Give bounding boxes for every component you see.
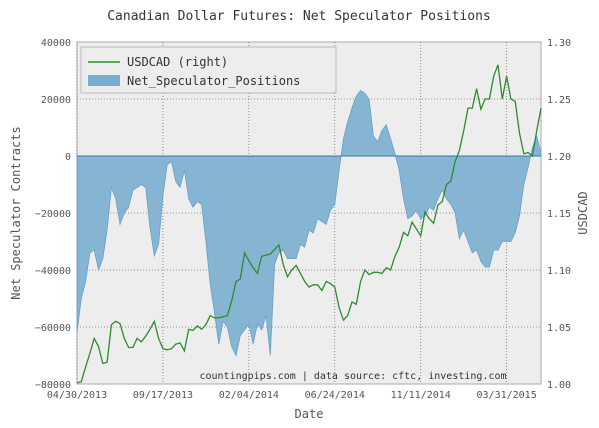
- x-tick-04-30-2013: 04/30/2013: [47, 390, 107, 401]
- usdcad-line: [76, 64, 542, 384]
- y-axis-label-right: USDCAD: [576, 191, 590, 234]
- y-right-tick-1-05: 1.05: [547, 323, 571, 334]
- y-right-tick-1-25: 1.25: [547, 95, 571, 106]
- y-left-tick-40000: 40000: [41, 38, 71, 49]
- left-axis-ticks: −80000 −60000 −40000 −20000 0 20000 40000: [35, 38, 71, 391]
- legend-area-swatch: [88, 75, 120, 86]
- legend-label-net-positions: Net_Speculator_Positions: [127, 74, 300, 88]
- x-axis-ticks: 04/30/2013 09/17/2013 02/04/2014 06/24/2014…: [47, 390, 537, 401]
- y-left-tick--60000: −60000: [35, 323, 71, 334]
- legend-box: [80, 46, 337, 94]
- right-axis-ticks: 1.00 1.05 1.10 1.15 1.20 1.25 1.30: [547, 38, 571, 391]
- y-left-tick--40000: −40000: [35, 266, 71, 277]
- x-tick-03-31-2015: 03/31/2015: [477, 390, 537, 401]
- y-right-tick-1: 1.00: [547, 380, 571, 391]
- y-axis-label-left: Net Speculator Contracts: [9, 126, 23, 299]
- y-left-tick--20000: −20000: [35, 209, 71, 220]
- x-tick-09-17-2013: 09/17/2013: [133, 390, 193, 401]
- y-left-tick--80000: −80000: [35, 380, 71, 391]
- y-left-tick-0: 0: [65, 152, 71, 163]
- x-tick-06-24-2014: 06/24/2014: [305, 390, 365, 401]
- legend-label-usdcad: USDCAD (right): [127, 55, 228, 69]
- x-axis-label: Date: [295, 407, 324, 421]
- y-right-tick-1-1: 1.10: [547, 266, 571, 277]
- chart-title: Canadian Dollar Futures: Net Speculator …: [107, 9, 491, 24]
- y-right-tick-1-15: 1.15: [547, 209, 571, 220]
- y-right-tick-1-2: 1.20: [547, 152, 571, 163]
- credit-text: countingpips.com | data source: cftc, in…: [199, 371, 506, 382]
- x-tick-02-04-2014: 02/04/2014: [219, 390, 279, 401]
- x-tick-11-11-2014: 11/11/2014: [391, 390, 451, 401]
- net-speculator-positions-area: [76, 89, 542, 357]
- legend: USDCAD (right) Net_Speculator_Positions: [80, 46, 337, 94]
- y-left-tick-20000: 20000: [41, 95, 71, 106]
- y-right-tick-1-3: 1.30: [547, 38, 571, 49]
